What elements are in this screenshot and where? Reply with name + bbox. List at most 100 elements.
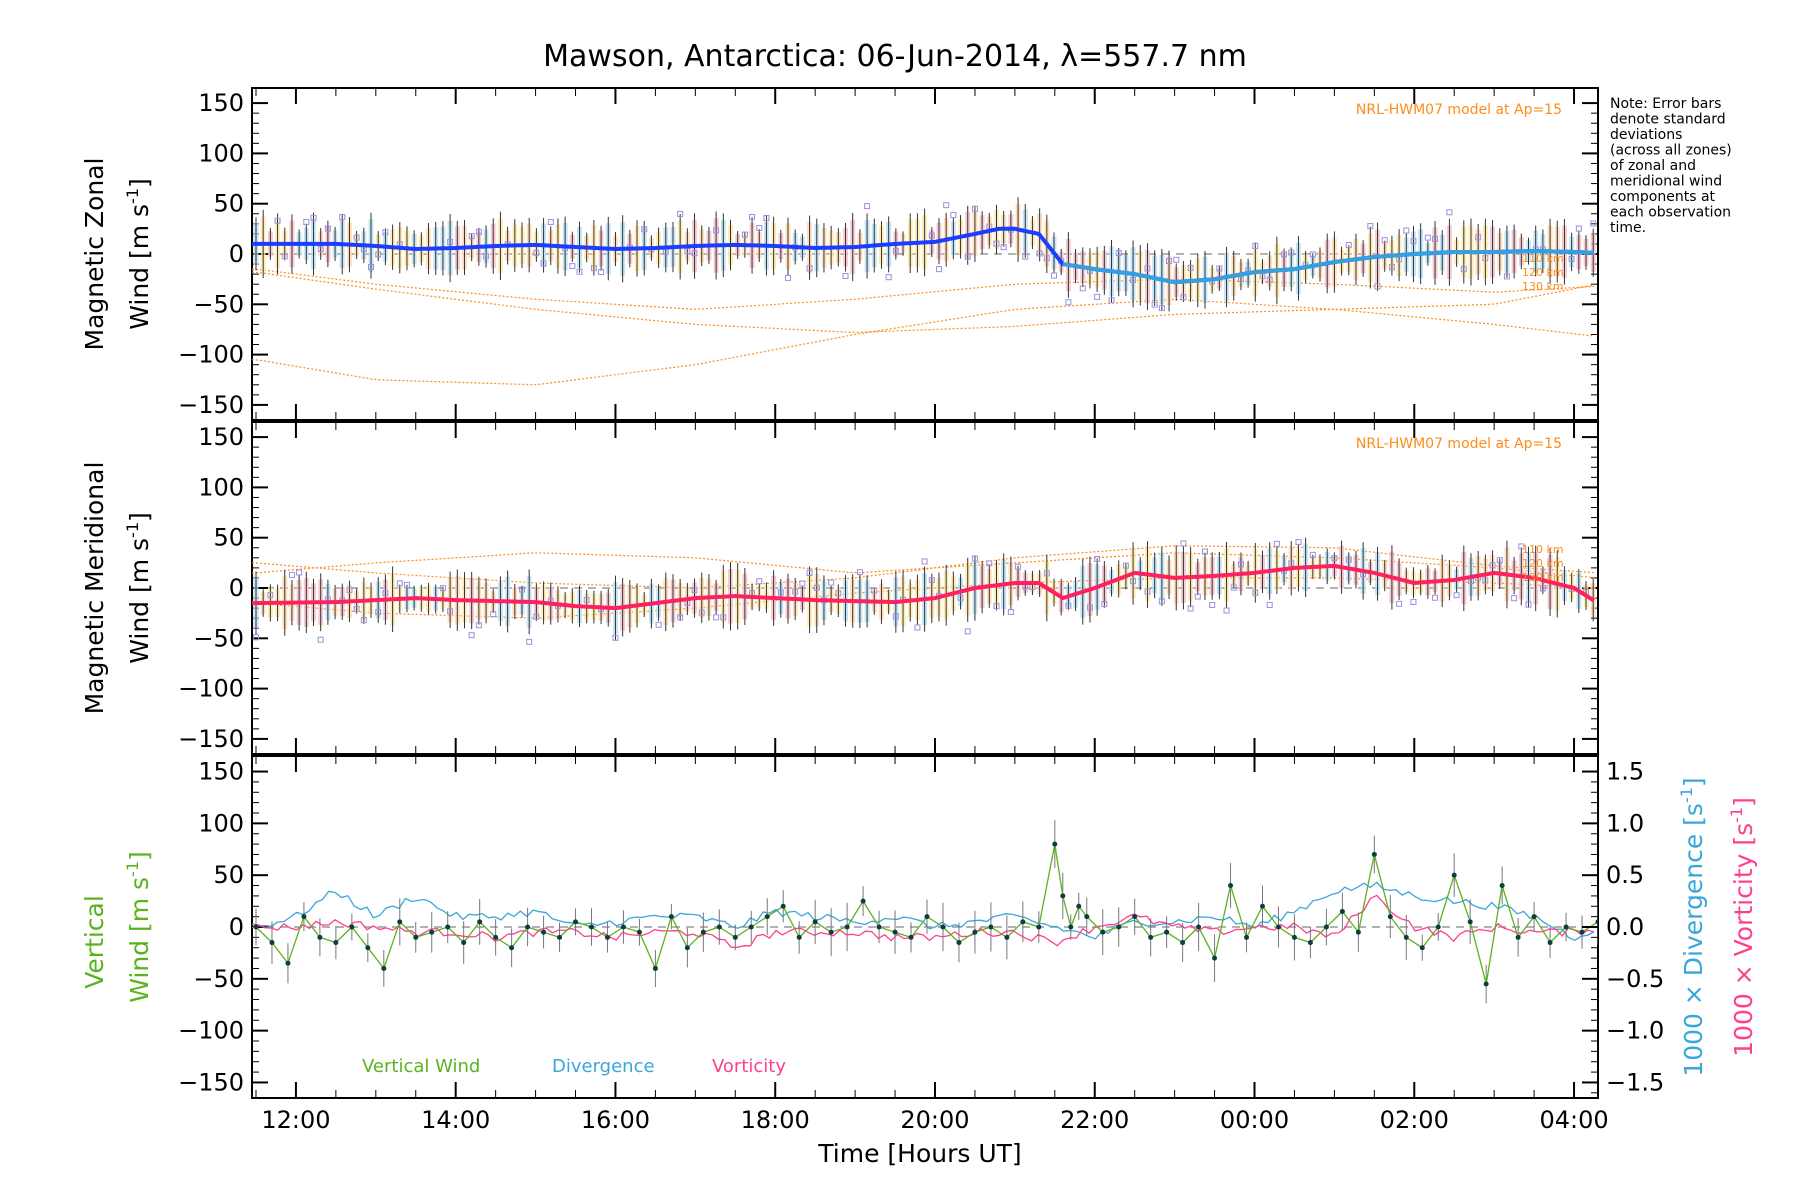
vertical-wind-point	[349, 924, 355, 930]
zone-point	[1130, 578, 1137, 585]
zone-point	[1237, 276, 1244, 283]
zone-point	[281, 253, 288, 260]
zone-point	[1122, 562, 1129, 569]
zone-point	[1345, 556, 1352, 563]
zone-point	[1051, 272, 1058, 279]
zone-point	[828, 579, 835, 586]
vertical-wind-point	[1291, 934, 1297, 940]
vertical-wind-point	[1100, 929, 1106, 935]
right-axis-title-vorticity: 1000 × Vorticity [s-1]	[1727, 797, 1758, 1057]
zone-point	[763, 215, 770, 222]
vertical-wind-point	[812, 919, 818, 925]
zone-point	[691, 586, 698, 593]
zone-point	[1194, 593, 1201, 600]
zone-point	[1288, 249, 1295, 256]
zone-point	[346, 586, 353, 593]
vertical-wind-point	[1164, 929, 1170, 935]
vertical-wind-point	[1419, 945, 1425, 951]
vertical-wind-point	[636, 929, 642, 935]
panel-3: 150 100 50 0 −50 −100 −150 12:00 14:00 16:00 18:00…	[80, 755, 1758, 1134]
zone-point	[1388, 264, 1395, 271]
zone-point	[310, 214, 317, 221]
vertical-wind-point	[461, 940, 467, 946]
y-tick-label: 50	[213, 861, 244, 889]
vertical-wind-point	[1595, 919, 1598, 925]
vertical-wind-point	[573, 919, 579, 925]
zone-point	[1022, 253, 1029, 260]
zone-point	[1575, 225, 1582, 232]
zone-point	[1503, 273, 1510, 280]
vertical-wind-point	[972, 929, 978, 935]
y-tick-label: 150	[198, 89, 244, 117]
right-axis-title-div-close: ]	[1679, 777, 1708, 787]
y-tick-label: −100	[178, 1017, 244, 1045]
zone-point	[1396, 600, 1403, 607]
vertical-wind-point	[1060, 893, 1066, 899]
zone-point	[1158, 305, 1165, 312]
zone-point	[1209, 602, 1216, 609]
zone-point	[1432, 235, 1439, 242]
y-axis-title-close: ]	[125, 512, 154, 522]
zone-point	[1590, 220, 1597, 227]
model-curve-110km	[252, 545, 1595, 589]
vertical-wind-point	[1148, 934, 1154, 940]
vertical-wind-point	[1036, 924, 1042, 930]
zone-point	[892, 247, 899, 254]
vertical-wind-point	[828, 929, 834, 935]
zone-point	[713, 614, 720, 621]
altitude-label: 120 km	[1522, 557, 1564, 570]
zone-point	[1201, 548, 1208, 555]
model-label: NRL-HWM07 model at Ap=15	[1356, 102, 1562, 118]
vertical-wind-point	[764, 914, 770, 920]
vertical-wind-point	[1467, 919, 1473, 925]
x-tick-label: 16:00	[581, 1106, 650, 1134]
zone-point	[1173, 256, 1180, 263]
zone-point	[1331, 555, 1338, 562]
zone-point	[792, 588, 799, 595]
vertical-wind-point	[1084, 914, 1090, 920]
x-tick-label: 12:00	[261, 1106, 330, 1134]
y-axis-title-line1: Magnetic Meridional	[80, 462, 109, 715]
y-axis-title-line2: Wind [m s-1]	[123, 178, 154, 330]
vertical-wind-point	[1068, 924, 1074, 930]
zone-point	[864, 203, 871, 210]
zone-point	[964, 253, 971, 260]
zone-point	[720, 614, 727, 621]
zone-point	[533, 249, 540, 256]
vertical-wind-point	[1275, 924, 1281, 930]
zone-point	[1288, 560, 1295, 567]
zone-point	[1446, 209, 1453, 216]
zone-point	[691, 250, 698, 257]
mean-wind-line	[252, 563, 1596, 611]
zone-point	[885, 274, 892, 281]
zone-point	[785, 274, 792, 281]
altitude-label: 110 km	[1522, 252, 1564, 265]
y-axis-title-sup: -1	[123, 188, 142, 204]
zone-point	[1216, 265, 1223, 272]
zone-point	[1115, 249, 1122, 256]
zone-point	[583, 597, 590, 604]
zone-point	[375, 251, 382, 258]
y-tick-label: −100	[178, 675, 244, 703]
zone-point	[986, 560, 993, 567]
zone-point	[475, 622, 482, 629]
vertical-wind-point	[493, 934, 499, 940]
zone-point	[1568, 256, 1575, 263]
vertical-wind-point	[732, 934, 738, 940]
zone-point	[1000, 244, 1007, 251]
y-axis-title-units: Wind [m s	[125, 204, 154, 330]
y-axis-title-sup: -1	[123, 522, 142, 538]
zone-point	[1086, 604, 1093, 611]
vertical-wind-point	[1020, 919, 1026, 925]
vertical-wind-point	[525, 924, 531, 930]
altitude-label: 130 km	[1522, 571, 1564, 584]
right-axis-title-vort-text: 1000 × Vorticity [s	[1729, 823, 1758, 1057]
zone-point	[447, 608, 454, 615]
zone-point	[957, 594, 964, 601]
vertical-wind-point	[1451, 872, 1457, 878]
vertical-wind-point	[876, 924, 882, 930]
zone-point	[856, 569, 863, 576]
zone-point	[1410, 598, 1417, 605]
altitude-label: 120 km	[1522, 266, 1564, 279]
right-y-tick-label: 0.0	[1606, 913, 1644, 941]
